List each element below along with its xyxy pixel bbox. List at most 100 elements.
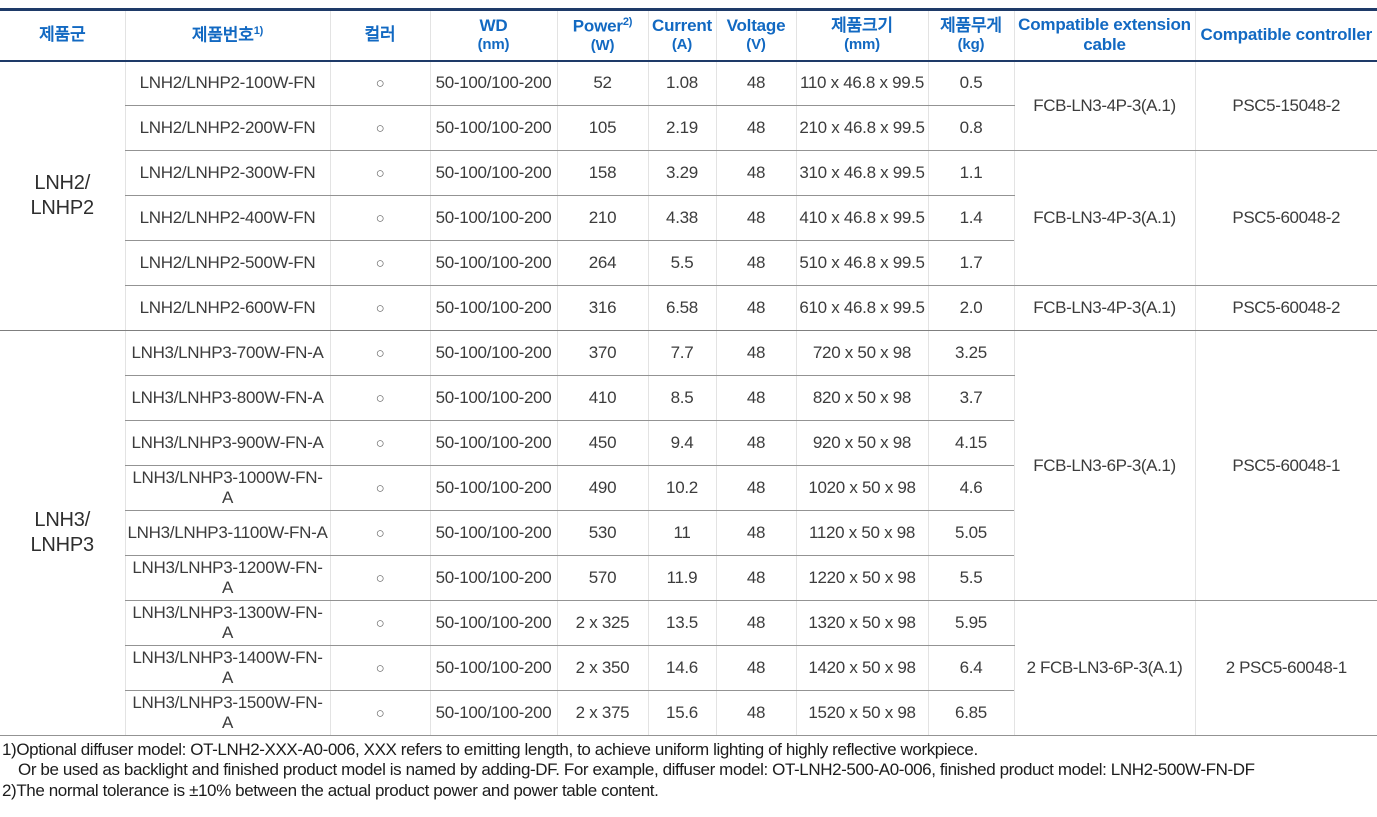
cell-power: 450	[556, 420, 648, 466]
cell-current: 6.58	[647, 285, 716, 331]
cell-controller: PSC5-60048-2	[1194, 150, 1377, 286]
cell-color: ○	[329, 420, 430, 466]
col-header-weight: 제품무게 (kg)	[927, 9, 1014, 62]
cell-extension-cable: 2 FCB-LN3-6P-3(A.1)	[1013, 600, 1195, 736]
cell-current: 8.5	[647, 375, 716, 421]
product-spec-table: 제품군 제품번호1) 컬러 WD (nm) Power2) (W) Current(…	[0, 8, 1377, 736]
cell-size: 820 x 50 x 98	[795, 375, 928, 421]
table-body: LNH2/LNHP2 LNH2/LNHP2-100W-FN ○ 50-100/100-…	[0, 60, 1377, 736]
table-row: LNH3/LNHP3-1200W-FN-A ○ 50-100/100-200 570 1…	[0, 555, 1377, 601]
cell-power: 2 x 325	[556, 600, 648, 646]
cell-wd: 50-100/100-200	[429, 555, 557, 601]
cell-voltage: 48	[715, 465, 796, 511]
table-row: LNH3/LNHP3-1000W-FN-A ○ 50-100/100-200 490 1…	[0, 465, 1377, 511]
col-header-current: Current (A)	[647, 9, 716, 62]
product-group-label: LNH2/LNHP2	[0, 60, 125, 331]
cell-controller: PSC5-60048-1	[1194, 330, 1377, 601]
cell-size: 920 x 50 x 98	[795, 420, 928, 466]
cell-part: LNH2/LNHP2-100W-FN	[124, 60, 330, 106]
cell-weight: 0.5	[927, 60, 1014, 106]
cell-size: 1020 x 50 x 98	[795, 465, 928, 511]
table-row: LNH2/LNHP2-400W-FN ○ 50-100/100-200 210 4.38…	[0, 195, 1377, 241]
cell-size: 1520 x 50 x 98	[795, 690, 928, 736]
cell-part: LNH2/LNHP2-300W-FN	[124, 150, 330, 196]
cell-power: 370	[556, 330, 648, 376]
cell-voltage: 48	[715, 105, 796, 151]
cell-part: LNH3/LNHP3-1300W-FN-A	[124, 600, 330, 646]
cell-extension-cable: FCB-LN3-4P-3(A.1)	[1013, 60, 1195, 151]
cell-weight: 5.95	[927, 600, 1014, 646]
cell-color: ○	[329, 240, 430, 286]
cell-power: 105	[556, 105, 648, 151]
cell-extension-cable: FCB-LN3-6P-3(A.1)	[1013, 330, 1195, 601]
cell-size: 1220 x 50 x 98	[795, 555, 928, 601]
cell-part: LNH2/LNHP2-400W-FN	[124, 195, 330, 241]
col-header-voltage: Voltage (V)	[715, 9, 796, 62]
cell-size: 310 x 46.8 x 99.5	[795, 150, 928, 196]
cell-wd: 50-100/100-200	[429, 600, 557, 646]
cell-weight: 5.5	[927, 555, 1014, 601]
cell-wd: 50-100/100-200	[429, 330, 557, 376]
cell-wd: 50-100/100-200	[429, 420, 557, 466]
col-header-size: 제품크기 (mm)	[795, 9, 928, 62]
cell-current: 10.2	[647, 465, 716, 511]
cell-weight: 1.4	[927, 195, 1014, 241]
cell-size: 1420 x 50 x 98	[795, 645, 928, 691]
cell-size: 720 x 50 x 98	[795, 330, 928, 376]
cell-color: ○	[329, 510, 430, 556]
col-header-color: 컬러	[329, 9, 430, 62]
table-row: LNH2/LNHP2 LNH2/LNHP2-100W-FN ○ 50-100/100-…	[0, 60, 1377, 331]
cell-wd: 50-100/100-200	[429, 285, 557, 331]
table-row: LNH3/LNHP3-1100W-FN-A ○ 50-100/100-200 530 1…	[0, 510, 1377, 556]
col-header-controller: Compatible controller	[1194, 9, 1377, 62]
table-row: LNH3/LNHP3-900W-FN-A ○ 50-100/100-200 450 9.…	[0, 420, 1377, 466]
cell-controller: PSC5-15048-2	[1194, 60, 1377, 151]
cell-voltage: 48	[715, 195, 796, 241]
cell-voltage: 48	[715, 510, 796, 556]
cell-current: 5.5	[647, 240, 716, 286]
cell-size: 1120 x 50 x 98	[795, 510, 928, 556]
cell-wd: 50-100/100-200	[429, 195, 557, 241]
table-row: LNH2/LNHP2-200W-FN ○ 50-100/100-200 105 2.19…	[0, 105, 1377, 151]
table-row: LNH3/LNHP3-1300W-FN-A ○ 50-100/100-200 2 x …	[0, 600, 1377, 736]
cell-wd: 50-100/100-200	[429, 375, 557, 421]
table-row: LNH3/LNHP3-1400W-FN-A ○ 50-100/100-200 2 x …	[0, 645, 1377, 691]
cell-color: ○	[329, 285, 430, 331]
cell-power: 410	[556, 375, 648, 421]
cell-color: ○	[329, 105, 430, 151]
cell-current: 7.7	[647, 330, 716, 376]
cell-current: 3.29	[647, 150, 716, 196]
cell-color: ○	[329, 330, 430, 376]
cell-weight: 3.7	[927, 375, 1014, 421]
cell-voltage: 48	[715, 150, 796, 196]
cell-controller: PSC5-60048-2	[1194, 285, 1377, 331]
cell-power: 210	[556, 195, 648, 241]
cell-voltage: 48	[715, 690, 796, 736]
cell-power: 158	[556, 150, 648, 196]
cell-color: ○	[329, 600, 430, 646]
cell-part: LNH2/LNHP2-600W-FN	[124, 285, 330, 331]
cell-part: LNH3/LNHP3-1100W-FN-A	[124, 510, 330, 556]
table-row: LNH2/LNHP2-300W-FN ○ 50-100/100-200 158 3.29…	[0, 150, 1377, 286]
cell-weight: 2.0	[927, 285, 1014, 331]
cell-power: 2 x 375	[556, 690, 648, 736]
cell-power: 264	[556, 240, 648, 286]
cell-color: ○	[329, 645, 430, 691]
table-row: LNH2/LNHP2-500W-FN ○ 50-100/100-200 264 5.5 4…	[0, 240, 1377, 286]
cell-current: 1.08	[647, 60, 716, 106]
cell-wd: 50-100/100-200	[429, 150, 557, 196]
cell-extension-cable: FCB-LN3-4P-3(A.1)	[1013, 285, 1195, 331]
cell-power: 530	[556, 510, 648, 556]
table-row: LNH2/LNHP2-600W-FN ○ 50-100/100-200 316 6.58…	[0, 285, 1377, 331]
cell-part: LNH3/LNHP3-1000W-FN-A	[124, 465, 330, 511]
footnote-2: 2)The normal tolerance is ±10% between t…	[2, 780, 659, 800]
cell-size: 410 x 46.8 x 99.5	[795, 195, 928, 241]
cell-voltage: 48	[715, 240, 796, 286]
cell-voltage: 48	[715, 285, 796, 331]
footnotes: 1)Optional diffuser model: OT-LNH2-XXX-A…	[0, 736, 1377, 801]
cell-weight: 5.05	[927, 510, 1014, 556]
cell-part: LNH3/LNHP3-700W-FN-A	[124, 330, 330, 376]
cell-power: 2 x 350	[556, 645, 648, 691]
cell-current: 14.6	[647, 645, 716, 691]
